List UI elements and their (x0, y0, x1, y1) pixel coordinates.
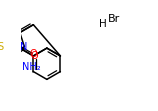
Text: NH₂: NH₂ (22, 62, 41, 72)
Text: Br: Br (108, 14, 120, 24)
Text: N: N (20, 42, 27, 52)
Text: O: O (30, 51, 38, 61)
Text: O: O (29, 49, 37, 59)
Text: H: H (99, 19, 107, 29)
Text: S: S (0, 42, 3, 52)
